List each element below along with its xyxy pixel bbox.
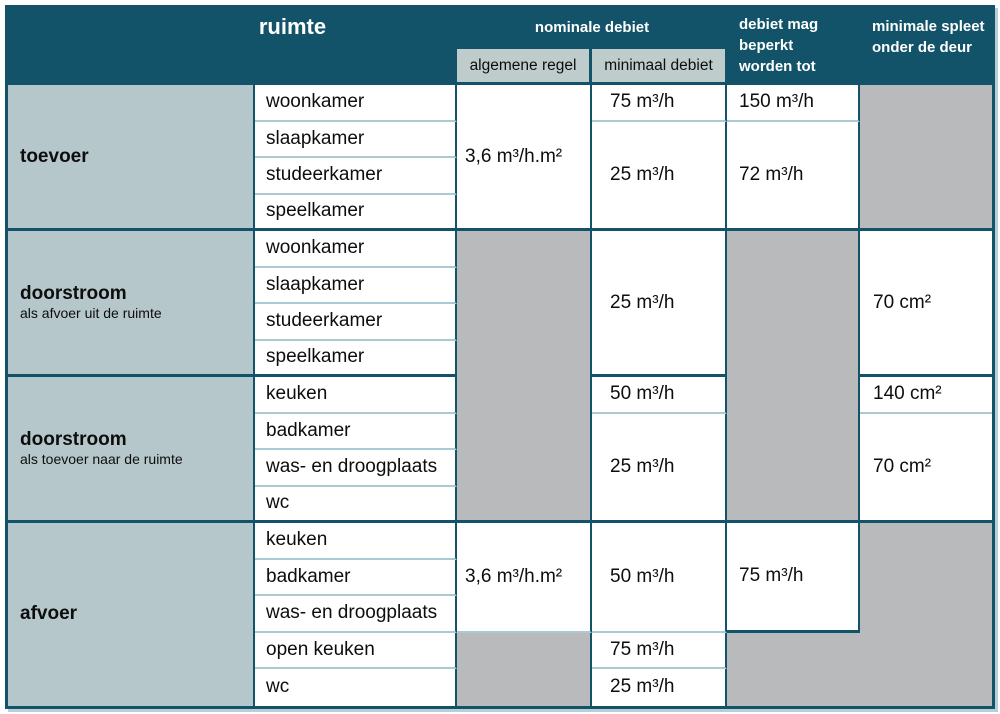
room-cell: badkamer	[255, 413, 457, 450]
room-cell: slaapkamer	[255, 267, 457, 304]
value-algemene-regel: 3,6 m³/h.m²	[457, 523, 592, 633]
value-algemene-regel: 3,6 m³/h.m²	[457, 85, 592, 231]
room-cell: speelkamer	[255, 194, 457, 231]
room-cell: wc	[255, 486, 457, 523]
room-cell: keuken	[255, 523, 457, 560]
value-spleet: 140 cm²	[860, 377, 992, 414]
room-cell: badkamer	[255, 559, 457, 596]
header-nominale-debiet: nominale debiet	[457, 5, 727, 49]
empty-cell	[457, 231, 592, 523]
empty-cell	[727, 231, 860, 523]
header-debiet-mag-beperkt-lines: debiet mag beperkt worden tot	[739, 14, 818, 77]
group-label-text: afvoer	[20, 603, 78, 625]
header-line: minimale spleet	[872, 18, 985, 35]
group-label-toevoer: toevoer	[8, 85, 255, 231]
value-minimaal-debiet: 50 m³/h	[592, 523, 727, 633]
header-line: worden tot	[739, 58, 816, 75]
header-line: debiet mag	[739, 16, 819, 33]
room-cell: was- en droogplaats	[255, 450, 457, 487]
room-cell: speelkamer	[255, 340, 457, 377]
header-minimale-spleet: minimale spleet onder de deur	[860, 5, 992, 85]
group-sublabel-text: als toevoer naar de ruimte	[20, 451, 183, 468]
value-debiet-beperkt: 72 m³/h	[727, 121, 860, 231]
header-ruimte: ruimte	[8, 5, 457, 49]
group-label-text: toevoer	[20, 145, 89, 167]
room-cell: wc	[255, 669, 457, 706]
subheader-minimaal-debiet: minimaal debiet	[592, 49, 727, 85]
subheader-algemene-regel: algemene regel	[457, 49, 592, 85]
group-sublabel-text: als afvoer uit de ruimte	[20, 305, 162, 322]
empty-cell	[457, 632, 592, 706]
empty-cell	[860, 85, 992, 231]
value-minimaal-debiet: 75 m³/h	[592, 632, 727, 669]
value-spleet: 70 cm²	[860, 413, 992, 523]
value-minimaal-debiet: 25 m³/h	[592, 669, 727, 706]
room-cell: studeerkamer	[255, 158, 457, 195]
room-cell: studeerkamer	[255, 304, 457, 341]
value-minimaal-debiet: 75 m³/h	[592, 85, 727, 122]
group-label-afvoer: afvoer	[8, 523, 255, 706]
room-cell: keuken	[255, 377, 457, 414]
empty-cell	[727, 632, 860, 706]
group-label-doorstroom-afvoer: doorstroom als afvoer uit de ruimte	[8, 231, 255, 377]
header-line: onder de deur	[872, 39, 973, 56]
group-label-doorstroom-toevoer: doorstroom als toevoer naar de ruimte	[8, 377, 255, 523]
value-minimaal-debiet: 25 m³/h	[592, 413, 727, 523]
group-label-text: doorstroom	[20, 283, 127, 305]
room-cell: was- en droogplaats	[255, 596, 457, 633]
empty-cell	[860, 523, 992, 706]
header-minimale-spleet-lines: minimale spleet onder de deur	[872, 16, 985, 58]
room-cell: woonkamer	[255, 231, 457, 268]
header-debiet-mag-beperkt: debiet mag beperkt worden tot	[727, 5, 860, 85]
header-line: beperkt	[739, 37, 794, 54]
value-spleet: 70 cm²	[860, 231, 992, 377]
value-minimaal-debiet: 25 m³/h	[592, 231, 727, 377]
value-debiet-beperkt: 75 m³/h	[727, 523, 860, 633]
value-minimaal-debiet: 50 m³/h	[592, 377, 727, 414]
group-label-text: doorstroom	[20, 429, 127, 451]
ventilation-table: ruimte nominale debiet algemene regel mi…	[5, 5, 995, 709]
room-cell: slaapkamer	[255, 121, 457, 158]
value-debiet-beperkt: 150 m³/h	[727, 85, 860, 122]
room-cell: woonkamer	[255, 85, 457, 122]
room-cell: open keuken	[255, 632, 457, 669]
value-minimaal-debiet: 25 m³/h	[592, 121, 727, 231]
